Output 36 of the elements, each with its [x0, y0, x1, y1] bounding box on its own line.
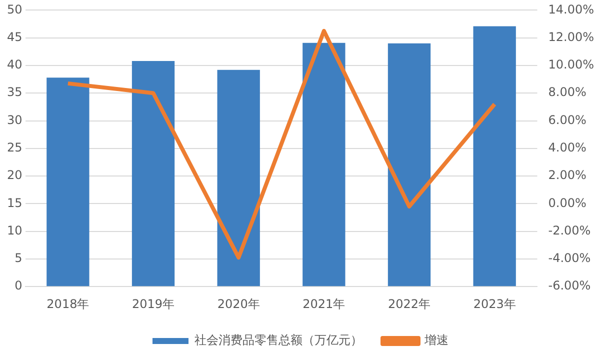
y-tick-label: 20: [6, 168, 22, 182]
x-tick-label: 2023年: [473, 296, 516, 311]
bar: [388, 43, 431, 286]
y-tick-label: 40: [6, 58, 22, 72]
x-tick-label: 2019年: [132, 296, 175, 311]
y2-tick-label: 6.00%: [548, 112, 586, 127]
y-tick-label: 25: [6, 140, 22, 155]
x-tick-label: 2021年: [302, 296, 346, 311]
bar: [473, 26, 516, 286]
x-tick-label: 2022年: [388, 296, 431, 311]
y-tick-label: 15: [6, 196, 22, 210]
legend-label: 增速: [424, 333, 448, 348]
y-tick-label: 10: [6, 223, 22, 238]
y-tick-label: 50: [6, 2, 22, 16]
y2-tick-label: 14.00%: [548, 2, 594, 16]
y2-tick-label: 4.00%: [548, 140, 586, 155]
y-tick-label: 30: [6, 112, 22, 127]
y2-tick-label: 8.00%: [548, 85, 586, 100]
y2-tick-label: 10.00%: [548, 58, 594, 72]
bar: [132, 61, 175, 286]
y2-tick-label: -2.00%: [548, 223, 591, 238]
bar: [217, 70, 260, 286]
y2-tick-label: 0.00%: [548, 196, 586, 210]
x-tick-label: 2018年: [46, 296, 90, 311]
y-tick-label: 35: [6, 85, 22, 100]
y-tick-label: 45: [6, 30, 22, 44]
bar: [302, 42, 346, 286]
y2-tick-label: -4.00%: [548, 251, 591, 266]
bar: [46, 78, 90, 286]
y2-tick-label: 12.00%: [548, 30, 594, 44]
y-tick-label: 5: [14, 251, 22, 266]
y-tick-label: 0: [14, 278, 22, 293]
y2-tick-label: 2.00%: [548, 168, 586, 182]
y2-tick-label: -6.00%: [548, 278, 591, 293]
legend-label: 社会消费品零售总额（万亿元）: [194, 333, 362, 348]
x-tick-label: 2020年: [217, 296, 260, 311]
